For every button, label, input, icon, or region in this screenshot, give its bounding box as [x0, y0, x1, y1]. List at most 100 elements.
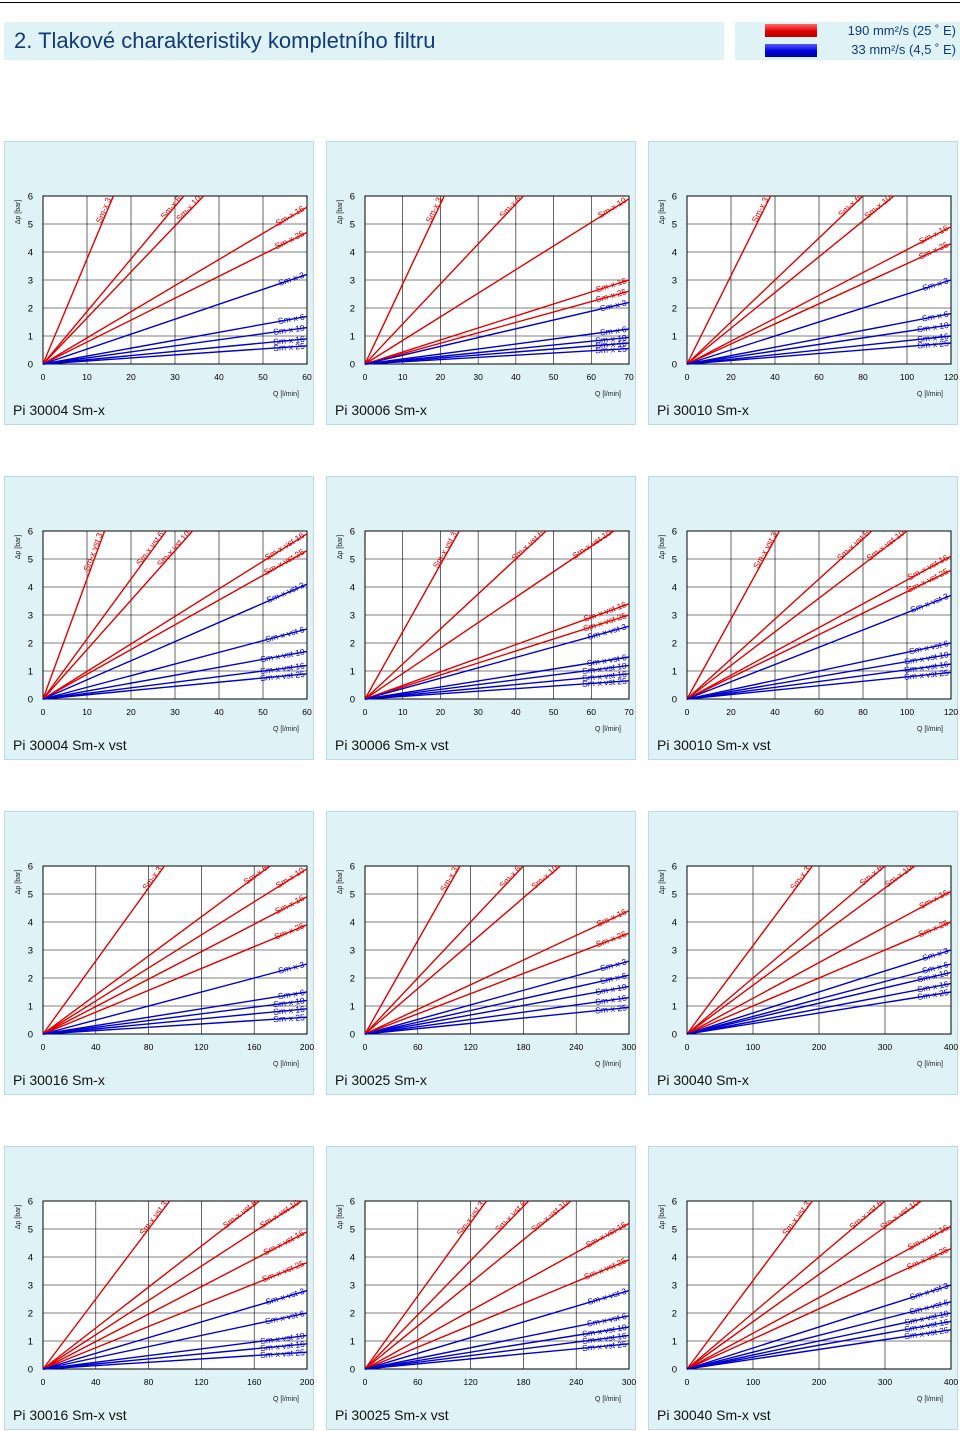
series-line-sm-x-vst-3: [686, 1200, 813, 1370]
y-tick-label: 4: [28, 918, 33, 929]
x-tick-label: 0: [41, 1377, 46, 1387]
series-label: Sm-x vst 25: [904, 667, 950, 682]
y-tick-label: 3: [28, 276, 33, 287]
series-label: Sm-x vst 25: [260, 1347, 306, 1360]
series-line-sm-x-6: [364, 974, 630, 1035]
series-line-sm-x-6: [364, 195, 524, 365]
series-label: Sm-x 25: [916, 987, 949, 1002]
series-line-sm-x-vst-16: [364, 673, 630, 700]
series-label: Sm-x 6: [599, 324, 627, 338]
chart-title: Pi 30025 Sm-x: [335, 1072, 427, 1088]
series-line-sm-x-6: [686, 963, 952, 1035]
y-tick-label: 4: [350, 248, 355, 259]
x-tick-label: 20: [726, 372, 736, 382]
series-label: Sm-x 25: [595, 1002, 628, 1015]
series-line-sm-x-10: [686, 971, 952, 1035]
y-tick-label: 2: [28, 1309, 33, 1320]
y-tick-label: 0: [350, 1030, 355, 1041]
x-tick-label: 180: [516, 1377, 530, 1387]
series-line-sm-x-vst-16: [364, 1334, 630, 1370]
y-tick-label: 4: [350, 1253, 355, 1264]
series-line-sm-x-10: [42, 868, 308, 1035]
y-tick-label: 6: [672, 1197, 677, 1208]
series-line-sm-x-16: [686, 335, 952, 365]
chart-title: Pi 30010 Sm-x: [657, 402, 749, 418]
y-tick-label: 2: [28, 639, 33, 650]
series-line-sm-x-25: [42, 231, 308, 365]
series-line-sm-x-vst-6: [364, 530, 547, 700]
series-line-sm-x-3: [686, 865, 813, 1035]
series-line-sm-x-16: [364, 996, 630, 1035]
series-line-sm-x-vst-6: [42, 628, 308, 700]
chart-title: Pi 30006 Sm-x vst: [335, 737, 449, 753]
series-line-sm-x-25: [686, 242, 952, 365]
y-tick-label: 2: [350, 639, 355, 650]
y-tick-label: 6: [350, 862, 355, 873]
y-tick-label: 1: [28, 1337, 33, 1348]
y-tick-label: 3: [28, 1281, 33, 1292]
series-line-sm-x-vst-16: [686, 555, 952, 700]
x-tick-label: 50: [549, 707, 559, 717]
y-axis-label: Δp [bar]: [337, 535, 344, 560]
y-tick-label: 3: [28, 946, 33, 957]
x-tick-label: 120: [194, 1042, 208, 1052]
y-tick-label: 4: [672, 1253, 677, 1264]
series-label: Sm-x 16: [273, 1004, 306, 1017]
series-line-sm-x-vst-25: [686, 1329, 952, 1370]
y-tick-label: 1: [672, 1002, 677, 1013]
y-tick-label: 2: [28, 304, 33, 315]
series-line-sm-x-10: [364, 865, 561, 1035]
series-line-sm-x-vst-10: [364, 664, 630, 700]
x-tick-label: 240: [569, 1377, 583, 1387]
series-line-sm-x-vst-10: [364, 530, 615, 700]
series-line-sm-x-6: [42, 991, 308, 1035]
series-line-sm-x-25: [364, 290, 630, 365]
y-tick-label: 4: [28, 583, 33, 594]
y-axis-label: Δp [bar]: [15, 1205, 22, 1230]
series-line-sm-x-vst-10: [42, 1200, 303, 1370]
y-tick-label: 5: [28, 1225, 33, 1236]
y-axis-label: Δp [bar]: [337, 200, 344, 225]
series-label: Sm-x 10: [917, 320, 950, 335]
y-tick-label: 1: [350, 332, 355, 343]
series-line-sm-x-vst-6: [42, 1312, 308, 1370]
y-tick-label: 0: [672, 695, 677, 706]
y-axis-label: Δp [bar]: [659, 870, 666, 895]
y-tick-label: 3: [672, 276, 677, 287]
series-line-sm-x-6: [42, 315, 308, 365]
series-line-sm-x-16: [42, 338, 308, 365]
x-tick-label: 20: [436, 707, 446, 717]
y-tick-label: 2: [672, 1309, 677, 1320]
series-line-sm-x-16: [686, 982, 952, 1035]
series-label: Sm-x 25: [273, 341, 306, 353]
x-axis-label: Q [l/min]: [916, 391, 943, 398]
x-tick-label: 10: [398, 372, 408, 382]
series-line-sm-x-vst-16: [42, 533, 308, 700]
series-line-sm-x-3: [686, 195, 772, 365]
y-tick-label: 6: [28, 192, 33, 203]
y-tick-label: 0: [350, 1365, 355, 1376]
y-tick-label: 4: [672, 918, 677, 929]
series-line-sm-x-vst-10: [686, 530, 908, 700]
y-tick-label: 3: [350, 276, 355, 287]
series-line-sm-x-vst-16: [364, 603, 630, 700]
series-line-sm-x-6: [686, 312, 952, 365]
series-line-sm-x-6: [364, 328, 630, 365]
y-tick-label: 1: [672, 332, 677, 343]
series-line-sm-x-vst-25: [686, 671, 952, 700]
y-axis-label: Δp [bar]: [659, 1205, 666, 1230]
chart-panel-pi-30025-sm-x: 0 60 120 180 240 300 0 1 2 3 4 5 6 Δp [bar] Sm-x 3 Sm-x…: [326, 811, 636, 1095]
x-tick-label: 10: [398, 707, 408, 717]
y-axis-label: Δp [bar]: [15, 535, 22, 560]
chart-title: Pi 30004 Sm-x vst: [13, 737, 127, 753]
y-tick-label: 6: [28, 527, 33, 538]
x-tick-label: 10: [82, 707, 92, 717]
series-line-sm-x-vst-3: [42, 530, 106, 700]
x-tick-label: 60: [587, 372, 597, 382]
series-line-sm-x-vst-10: [686, 653, 952, 700]
x-tick-label: 120: [944, 372, 958, 382]
x-axis-label: Q [l/min]: [272, 1061, 299, 1068]
